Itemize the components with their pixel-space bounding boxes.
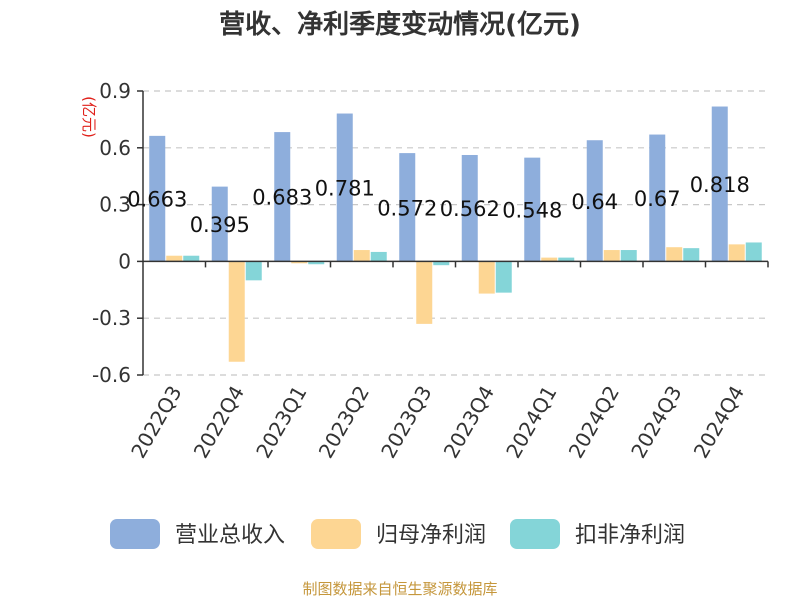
legend-swatch: [311, 519, 361, 549]
bar-deducted-profit: [183, 255, 200, 262]
bar-revenue: [211, 186, 228, 262]
data-label: 0.395: [190, 213, 250, 237]
x-tick-label: 2024Q3: [626, 382, 686, 463]
bar-deducted-profit: [558, 257, 575, 262]
bar-net-profit: [416, 261, 433, 324]
y-tick-label: 0.6: [99, 136, 131, 160]
x-tick-label: 2023Q1: [251, 382, 311, 463]
bar-net-profit: [291, 261, 308, 264]
bar-deducted-profit: [370, 251, 387, 262]
bar-net-profit: [353, 250, 370, 262]
y-unit-label: (亿元): [80, 96, 98, 138]
y-tick-label: 0: [118, 249, 131, 273]
bar-deducted-profit: [745, 242, 762, 262]
x-tick-label: 2024Q4: [689, 382, 749, 463]
chart-title: 营收、净利季度变动情况(亿元): [219, 10, 581, 40]
bar-net-profit: [541, 257, 558, 262]
bar-net-profit: [166, 255, 183, 262]
data-label: 0.562: [440, 197, 500, 221]
bar-revenue: [149, 135, 166, 262]
bar-deducted-profit: [433, 261, 450, 266]
bar-deducted-profit: [245, 261, 262, 281]
x-tick-label: 2023Q2: [314, 382, 374, 463]
bar-revenue: [649, 134, 666, 262]
bar-deducted-profit: [495, 261, 512, 293]
source-note: 制图数据来自恒生聚源数据库: [302, 580, 498, 598]
legend-label: 营业总收入: [175, 523, 285, 548]
data-label: 0.548: [502, 199, 562, 223]
bar-revenue: [586, 140, 603, 262]
x-tick-label: 2024Q2: [564, 382, 624, 463]
bar-net-profit: [478, 261, 495, 294]
bar-revenue: [711, 106, 728, 262]
x-tick-label: 2024Q1: [501, 382, 561, 463]
legend-label: 扣非净利润: [575, 523, 685, 548]
bar-revenue: [524, 157, 541, 262]
y-tick-label: 0.9: [99, 79, 131, 103]
x-tick-label: 2023Q3: [376, 382, 436, 463]
x-tick-label: 2023Q4: [439, 382, 499, 463]
data-label: 0.781: [315, 176, 375, 200]
bar-revenue: [336, 113, 353, 262]
data-label: 0.64: [571, 190, 618, 214]
x-tick-label: 2022Q3: [126, 382, 186, 463]
bar-net-profit: [666, 247, 683, 262]
bar-revenue: [274, 132, 291, 262]
bar-deducted-profit: [308, 261, 325, 265]
legend: 营业总收入 归母净利润 扣非净利润: [110, 519, 685, 549]
data-label: 0.818: [690, 173, 750, 197]
y-tick-label: -0.3: [92, 306, 131, 330]
bar-deducted-profit: [683, 248, 700, 262]
y-tick-label: 0.3: [99, 193, 131, 217]
data-label: 0.683: [252, 186, 312, 210]
bar-net-profit: [728, 244, 745, 262]
data-label: 0.67: [634, 187, 681, 211]
legend-label: 归母净利润: [376, 523, 486, 548]
bar-revenue: [461, 154, 478, 262]
bar-deducted-profit: [620, 250, 637, 262]
bar-net-profit: [228, 261, 245, 362]
legend-swatch: [510, 519, 560, 549]
bars: [149, 106, 762, 362]
legend-swatch: [110, 519, 160, 549]
y-tick-label: -0.6: [92, 363, 131, 387]
data-label: 0.663: [127, 188, 187, 212]
bar-net-profit: [603, 250, 620, 262]
bar-revenue: [399, 153, 416, 262]
x-tick-label: 2022Q4: [189, 382, 249, 463]
data-label: 0.572: [377, 196, 437, 220]
